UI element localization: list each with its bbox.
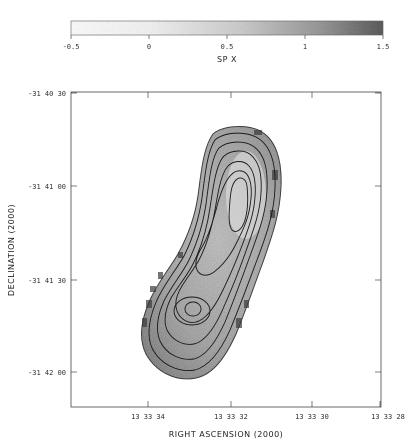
contour-1	[148, 132, 276, 372]
colorbar-tick-label: -0.5	[63, 43, 80, 51]
contour-core-north	[228, 177, 249, 232]
colorbar-tick-label: 1.5	[377, 43, 390, 51]
plot-area: -31 40 30 -31 41 00 -31 41 30 -31 42 00 …	[7, 90, 405, 439]
plot-frame	[70, 91, 382, 408]
contours	[148, 132, 276, 372]
y-tick-label: -31 41 30	[28, 277, 66, 285]
contour-core-south-inner	[184, 301, 202, 317]
x-tick-label: 13 33 28	[371, 413, 405, 421]
colorbar-ticks: -0.5 0 0.5 1 1.5	[63, 35, 390, 51]
colorbar-tick-label: 1	[303, 43, 307, 51]
y-tick-labels: -31 40 30 -31 41 00 -31 41 30 -31 42 00	[28, 90, 66, 377]
source-image	[141, 126, 282, 380]
y-tick-label: -31 40 30	[28, 90, 66, 98]
colorbar: -0.5 0 0.5 1 1.5 SP X	[63, 20, 390, 64]
contour-5	[195, 170, 252, 276]
y-tick-label: -31 42 00	[28, 369, 66, 377]
x-tick-label: 13 33 30	[295, 413, 329, 421]
contour-2	[157, 141, 268, 360]
x-tick-label: 13 33 34	[131, 413, 165, 421]
x-tick-label: 13 33 32	[214, 413, 248, 421]
contour-4	[175, 161, 256, 323]
colorbar-tick-label: 0	[147, 43, 151, 51]
contour-core-south-outer	[173, 296, 211, 326]
x-tick-labels: 13 33 34 13 33 32 13 33 30 13 33 28	[131, 413, 405, 421]
colorbar-label: SP X	[217, 55, 237, 64]
tick-marks	[71, 92, 381, 407]
y-tick-label: -31 41 00	[28, 183, 66, 191]
x-axis-label: RIGHT ASCENSION (2000)	[169, 430, 284, 439]
contour-3	[164, 150, 262, 345]
y-axis-label: DECLINATION (2000)	[7, 204, 16, 296]
colorbar-tick-label: 0.5	[221, 43, 234, 51]
